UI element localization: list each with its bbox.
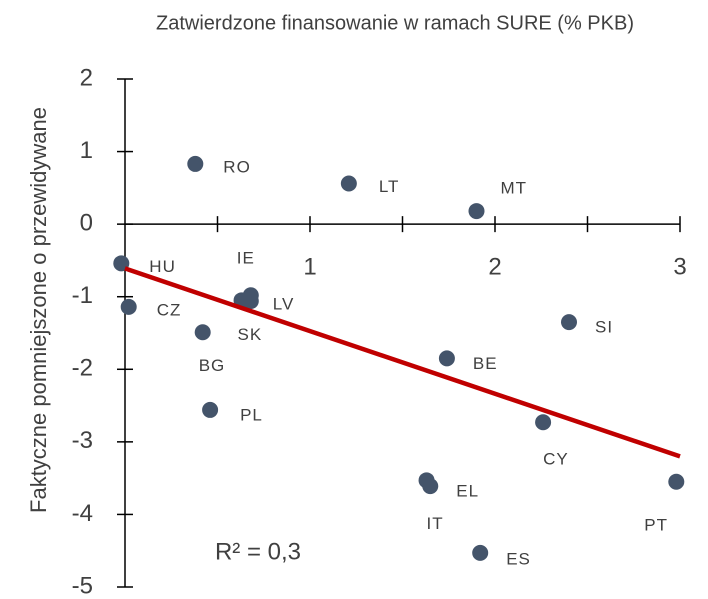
y-tick-label: 1: [80, 137, 93, 164]
annotation: R² = 0,3: [215, 538, 301, 565]
point-label: IT: [427, 514, 444, 533]
point: [561, 314, 577, 331]
point: [194, 324, 211, 341]
point-label: IE: [237, 249, 255, 268]
point: [340, 175, 357, 192]
y-tick-label: 2: [80, 64, 93, 91]
point-label: SK: [238, 325, 263, 344]
y-tick-label: -2: [72, 355, 93, 382]
point-label: HU: [149, 257, 176, 276]
point-label: LV: [273, 295, 295, 314]
point-label: LT: [379, 177, 400, 196]
x-tick-label: 1: [303, 253, 316, 280]
point: [202, 401, 219, 418]
point-label: MT: [501, 179, 528, 198]
point: [668, 473, 685, 490]
y-tick-label: -3: [72, 427, 93, 454]
point: [120, 298, 137, 315]
point-label: PT: [644, 515, 668, 534]
point-label: RO: [223, 157, 251, 176]
point: [187, 155, 204, 172]
point: [535, 414, 552, 431]
point-label: BG: [199, 356, 226, 375]
y-axis-label: Faktyczne pomniejszone o przewidywane: [26, 107, 51, 513]
x-tick-label: 2: [488, 253, 501, 280]
point: [468, 203, 485, 220]
point-label: EL: [456, 482, 479, 501]
y-tick-label: -4: [72, 500, 93, 527]
point-label: CY: [543, 450, 569, 469]
y-tick-label: 0: [80, 209, 93, 236]
point-label: SI: [595, 318, 613, 337]
trendline: [124, 266, 681, 459]
point: [472, 544, 489, 561]
y-tick-label: -1: [72, 282, 93, 309]
chart-title: Zatwierdzone finansowanie w ramach SURE …: [156, 12, 634, 34]
x-tick-label: 3: [673, 253, 686, 280]
point: [438, 350, 455, 367]
point: [113, 255, 130, 272]
point: [418, 472, 435, 489]
point-label: PL: [240, 405, 263, 424]
point-label: ES: [506, 549, 531, 568]
point-label: BE: [473, 354, 498, 373]
point-label: CZ: [157, 300, 182, 319]
y-tick-label: -5: [72, 572, 93, 599]
